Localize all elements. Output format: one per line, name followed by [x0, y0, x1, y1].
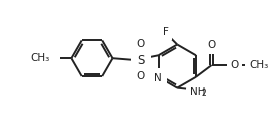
- Text: CH₃: CH₃: [31, 53, 50, 63]
- Text: 2: 2: [202, 89, 206, 98]
- Text: F: F: [162, 27, 168, 37]
- Text: S: S: [137, 54, 144, 67]
- Text: O: O: [137, 39, 145, 50]
- Text: NH: NH: [190, 86, 206, 97]
- Text: N: N: [154, 73, 162, 83]
- Text: CH₃: CH₃: [250, 60, 269, 70]
- Text: O: O: [230, 60, 239, 70]
- Text: O: O: [207, 41, 216, 50]
- Text: O: O: [137, 71, 145, 81]
